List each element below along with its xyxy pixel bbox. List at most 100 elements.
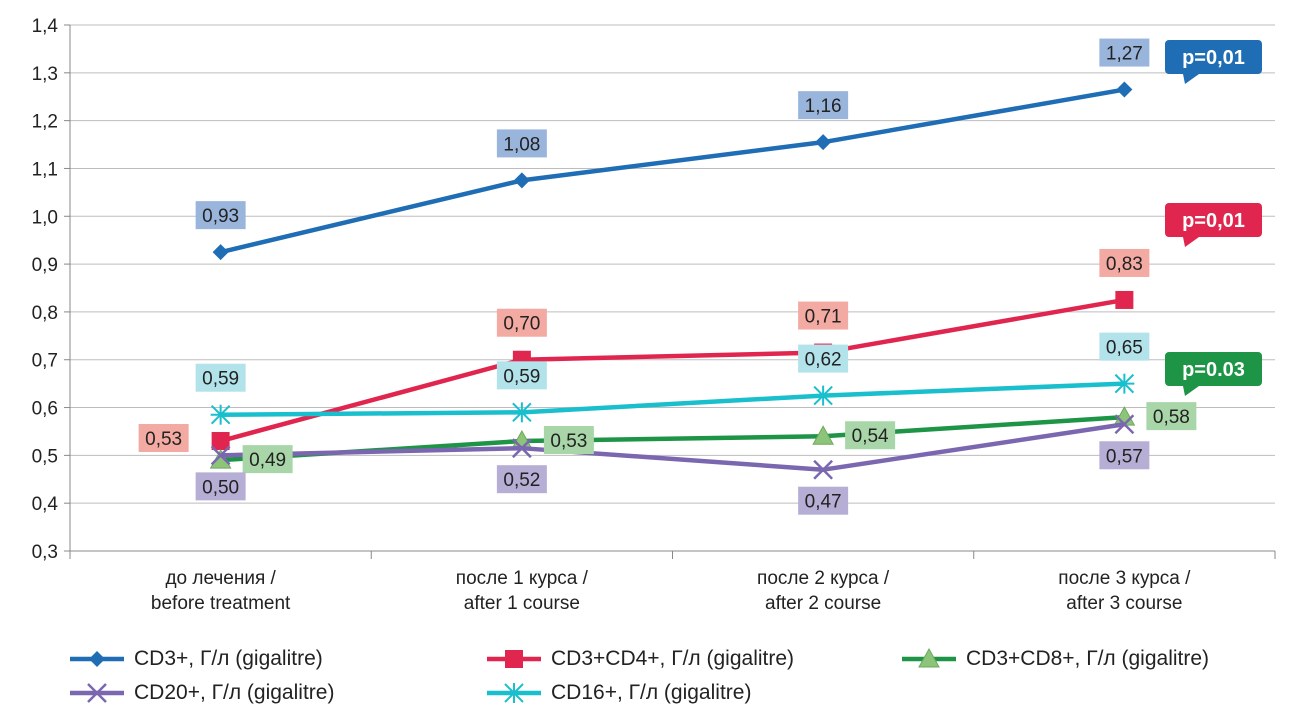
svg-text:0,54: 0,54: [852, 426, 889, 447]
data-label: 0,71: [798, 301, 849, 330]
svg-text:1,16: 1,16: [805, 96, 842, 117]
legend-label: CD3+CD8+, Г/л (gigalitre): [966, 647, 1210, 670]
svg-text:0,70: 0,70: [503, 314, 540, 335]
x-tick-label: после 1 курса / after 1 course: [456, 568, 589, 614]
data-point-marker: [812, 425, 834, 445]
y-tick-label: 1,3: [32, 64, 58, 85]
data-point-marker: [1115, 290, 1134, 309]
data-label: 0,65: [1099, 332, 1150, 361]
x-tick-label: до лечения / before treatment: [151, 568, 291, 614]
svg-text:0,93: 0,93: [202, 206, 239, 227]
data-point-marker: [210, 445, 231, 466]
data-point-marker: [1116, 81, 1133, 98]
data-point-marker: [505, 650, 523, 668]
data-label: 1,08: [496, 129, 547, 158]
y-tick-label: 0,4: [32, 494, 59, 515]
svg-text:0,59: 0,59: [202, 369, 239, 390]
svg-text:0,50: 0,50: [202, 477, 239, 498]
series-line: [220, 297, 1125, 444]
svg-text:1,27: 1,27: [1106, 44, 1143, 65]
y-tick-label: 0,9: [32, 255, 58, 276]
data-point-marker: [511, 438, 532, 459]
data-label: 0,58: [1146, 402, 1197, 431]
data-label: 0,49: [242, 445, 293, 474]
data-label: 0,59: [195, 363, 246, 392]
data-label: 0,62: [798, 344, 849, 373]
data-label: 0,93: [195, 201, 246, 230]
data-point-marker: [89, 651, 105, 667]
svg-text:1,08: 1,08: [503, 134, 540, 155]
legend-label: CD3+, Г/л (gigalitre): [134, 647, 323, 670]
data-point-marker: [918, 647, 940, 668]
p-value-callout: p=0,01: [1165, 203, 1262, 247]
data-label: 1,27: [1099, 38, 1150, 67]
svg-text:0,58: 0,58: [1153, 407, 1190, 428]
data-point-marker: [210, 404, 231, 425]
data-point-marker: [813, 385, 834, 406]
data-label: 1,16: [798, 91, 849, 120]
legend-label: CD20+, Г/л (gigalitre): [134, 681, 335, 704]
y-tick-label: 1,1: [32, 159, 58, 180]
svg-text:0,62: 0,62: [805, 350, 842, 371]
svg-text:0,65: 0,65: [1106, 338, 1143, 359]
line-chart: 0,3 0,4 0,5 0,6 0,7 0,8 0,9 1,0 1,1 1,2 1,3 1,4 до …: [32, 16, 1276, 614]
svg-text:0,53: 0,53: [550, 431, 587, 452]
data-point-marker: [511, 402, 532, 423]
legend-swatch: [70, 651, 124, 667]
legend-swatch: [487, 650, 541, 668]
data-point-marker: [513, 172, 530, 189]
data-label: 0,54: [845, 421, 896, 450]
data-point-marker: [813, 459, 834, 480]
y-tick-label: 1,0: [32, 207, 58, 228]
svg-text:0,47: 0,47: [805, 492, 842, 513]
p-value-annotations: p=0,01 p=0,01 p=0.03: [1165, 40, 1262, 396]
legend-swatch: [902, 647, 956, 668]
data-point-marker: [87, 683, 107, 703]
svg-text:p=0,01: p=0,01: [1182, 210, 1245, 232]
legend-item: CD16+, Г/л (gigalitre): [485, 678, 751, 708]
legend: CD3+, Г/л (gigalitre) CD3+CD4+, Г/л (giga…: [0, 638, 1300, 718]
y-tick-label: 0,8: [32, 303, 58, 324]
svg-text:p=0.03: p=0.03: [1182, 359, 1245, 381]
legend-swatch: [70, 683, 124, 703]
data-label: 0,53: [138, 424, 189, 453]
svg-text:0,71: 0,71: [805, 307, 842, 328]
series-line: [220, 87, 1125, 255]
data-label: 0,50: [195, 472, 246, 501]
legend-item: CD20+, Г/л (gigalitre): [68, 678, 334, 708]
y-axis: 0,3 0,4 0,5 0,6 0,7 0,8 0,9 1,0 1,1 1,2 1,3 1,4: [32, 16, 71, 563]
svg-text:0,53: 0,53: [145, 429, 182, 450]
p-value-callout: p=0,01: [1165, 40, 1262, 84]
legend-item: CD3+CD4+, Г/л (gigalitre): [485, 644, 794, 674]
data-label: 0,59: [496, 361, 547, 390]
data-label: 0,83: [1099, 248, 1150, 277]
data-label: 0,52: [496, 465, 547, 494]
y-tick-label: 0,6: [32, 399, 58, 420]
series-layer: [209, 81, 1136, 480]
data-labels: 0,93 1,08 1,16 1,27 0,53 0,70 0,71 0,83 0,49 0,53…: [138, 38, 1197, 515]
svg-text:0,59: 0,59: [503, 366, 540, 387]
y-tick-label: 0,5: [32, 446, 58, 467]
svg-text:0,83: 0,83: [1106, 254, 1143, 275]
series-line: [220, 381, 1125, 417]
data-point-marker: [212, 244, 229, 261]
p-value-callout: p=0.03: [1165, 352, 1262, 396]
series-line: [220, 422, 1125, 472]
svg-text:0,49: 0,49: [249, 450, 286, 471]
x-tick-label: после 3 курса / after 3 course: [1058, 568, 1191, 614]
legend-label: CD16+, Г/л (gigalitre): [551, 681, 752, 704]
svg-text:p=0,01: p=0,01: [1182, 47, 1245, 69]
data-point-marker: [504, 683, 524, 703]
legend-item: CD3+CD8+, Г/л (gigalitre): [900, 644, 1209, 674]
y-tick-label: 1,4: [32, 16, 59, 37]
svg-text:0,52: 0,52: [503, 470, 540, 491]
legend-swatch: [487, 683, 541, 703]
y-tick-label: 1,2: [32, 112, 58, 133]
data-point-marker: [815, 134, 832, 151]
x-tick-label: после 2 курса / after 2 course: [757, 568, 890, 614]
svg-text:0,57: 0,57: [1106, 446, 1143, 467]
data-point-marker: [1114, 373, 1135, 394]
data-point-marker: [211, 432, 230, 451]
x-axis: до лечения / before treatment после 1 курс…: [69, 550, 1276, 614]
data-label: 0,53: [543, 426, 594, 455]
